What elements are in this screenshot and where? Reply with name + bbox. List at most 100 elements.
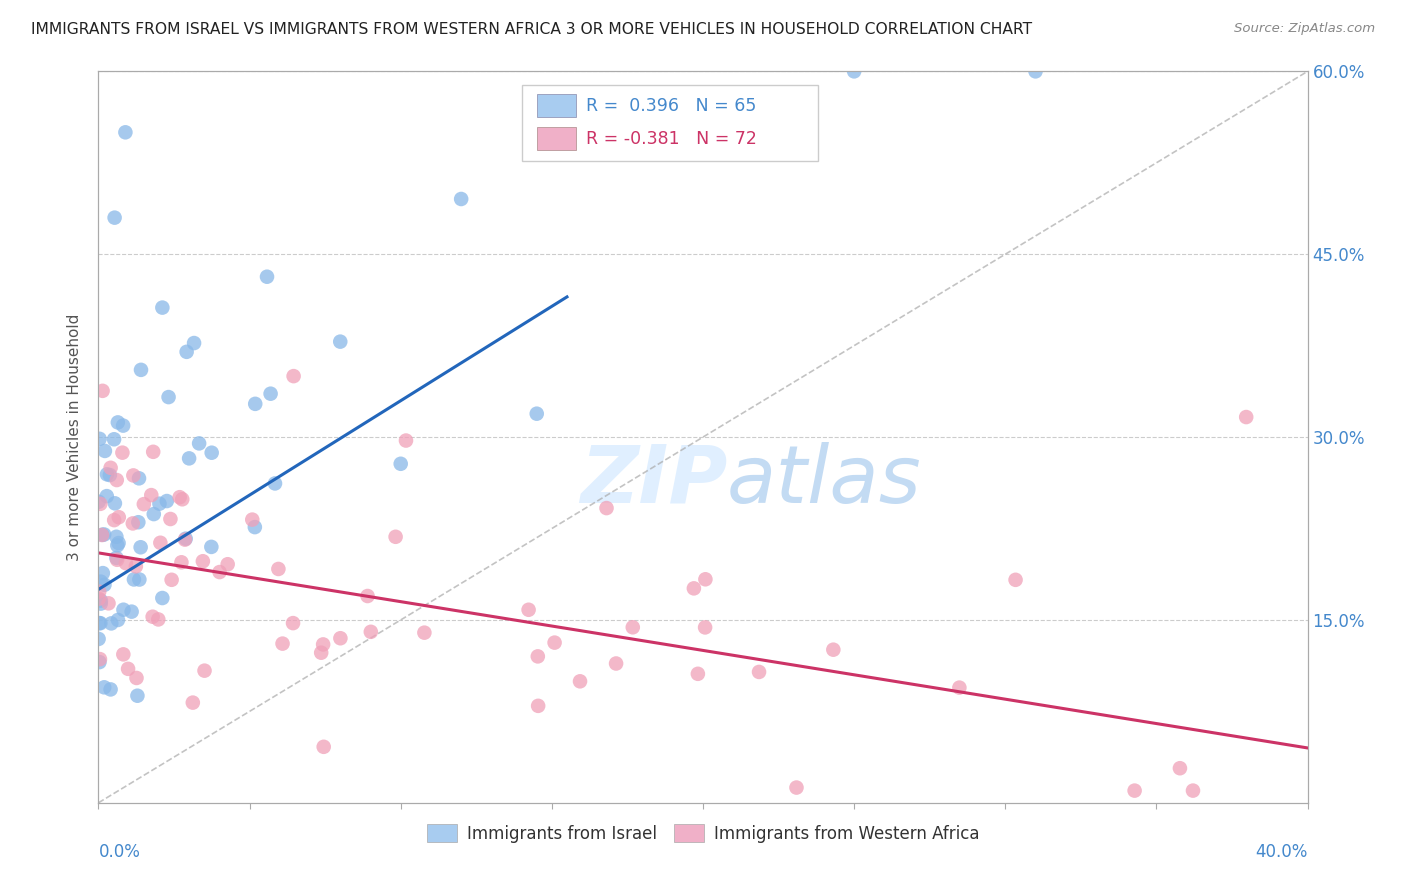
Point bbox=[1024, 64, 1046, 78]
Point bbox=[450, 192, 472, 206]
Point bbox=[243, 520, 266, 534]
Point bbox=[527, 698, 550, 713]
Point bbox=[193, 664, 215, 678]
Text: R =  0.396   N = 65: R = 0.396 N = 65 bbox=[586, 96, 756, 115]
Point bbox=[132, 497, 155, 511]
Point bbox=[148, 612, 170, 626]
Point bbox=[356, 589, 378, 603]
Point bbox=[142, 507, 165, 521]
Point bbox=[948, 681, 970, 695]
Point bbox=[96, 489, 118, 503]
Point bbox=[693, 620, 716, 634]
Point bbox=[1123, 783, 1146, 797]
Point bbox=[111, 445, 134, 459]
Point bbox=[395, 434, 418, 448]
Point bbox=[128, 471, 150, 485]
Point bbox=[1004, 573, 1026, 587]
Point bbox=[844, 64, 866, 78]
Point bbox=[785, 780, 807, 795]
Point bbox=[87, 494, 110, 508]
Point bbox=[200, 540, 222, 554]
Point bbox=[281, 616, 304, 631]
Point bbox=[89, 497, 111, 511]
Point bbox=[90, 597, 112, 611]
Point bbox=[127, 515, 149, 529]
Point bbox=[312, 637, 335, 651]
Point bbox=[271, 637, 294, 651]
Point bbox=[686, 666, 709, 681]
Point bbox=[188, 436, 211, 450]
Y-axis label: 3 or more Vehicles in Household: 3 or more Vehicles in Household bbox=[67, 313, 83, 561]
Point bbox=[240, 513, 263, 527]
Point bbox=[283, 369, 305, 384]
Point bbox=[89, 616, 111, 631]
Point bbox=[129, 541, 152, 555]
Point bbox=[122, 573, 145, 587]
Point bbox=[105, 553, 128, 567]
Point bbox=[117, 662, 139, 676]
Point bbox=[172, 492, 194, 507]
Point bbox=[148, 497, 170, 511]
Point bbox=[1168, 761, 1191, 775]
Point bbox=[160, 573, 183, 587]
Point bbox=[115, 556, 138, 570]
Point bbox=[100, 616, 122, 631]
Point bbox=[107, 536, 129, 550]
Text: R = -0.381   N = 72: R = -0.381 N = 72 bbox=[586, 129, 756, 148]
Point bbox=[360, 624, 382, 639]
Point bbox=[245, 397, 267, 411]
Point bbox=[87, 591, 110, 606]
Point bbox=[91, 384, 114, 398]
Point bbox=[174, 533, 197, 547]
Point bbox=[89, 432, 111, 446]
Point bbox=[264, 476, 287, 491]
Point bbox=[149, 535, 172, 549]
Point bbox=[267, 562, 290, 576]
Point bbox=[105, 550, 128, 565]
Point bbox=[329, 334, 352, 349]
Point bbox=[142, 609, 165, 624]
Point bbox=[309, 646, 332, 660]
Point bbox=[413, 625, 436, 640]
Point bbox=[89, 655, 111, 669]
Point bbox=[93, 681, 115, 695]
Point bbox=[93, 578, 115, 592]
Point bbox=[748, 665, 770, 679]
Point bbox=[159, 512, 181, 526]
Point bbox=[107, 510, 129, 524]
Point bbox=[176, 344, 198, 359]
Point bbox=[128, 573, 150, 587]
Point bbox=[595, 501, 617, 516]
Point bbox=[89, 584, 111, 599]
Point bbox=[125, 559, 148, 574]
Point bbox=[100, 682, 122, 697]
FancyBboxPatch shape bbox=[537, 94, 576, 118]
Point bbox=[112, 603, 135, 617]
Point bbox=[90, 593, 112, 607]
Point bbox=[1234, 410, 1257, 425]
Point bbox=[129, 363, 152, 377]
Point bbox=[107, 613, 129, 627]
Text: Source: ZipAtlas.com: Source: ZipAtlas.com bbox=[1234, 22, 1375, 36]
Text: 0.0%: 0.0% bbox=[98, 843, 141, 861]
Point bbox=[105, 473, 128, 487]
Point bbox=[543, 635, 565, 649]
Point bbox=[150, 591, 173, 605]
Point bbox=[823, 642, 845, 657]
Point bbox=[169, 490, 191, 504]
Point bbox=[100, 460, 122, 475]
Point bbox=[150, 301, 173, 315]
Point bbox=[683, 582, 706, 596]
Point bbox=[96, 467, 118, 482]
Point bbox=[174, 532, 197, 546]
Point bbox=[105, 538, 128, 552]
Point bbox=[208, 565, 231, 579]
Point bbox=[217, 558, 239, 572]
Text: 40.0%: 40.0% bbox=[1256, 843, 1308, 861]
Point bbox=[526, 407, 548, 421]
Text: IMMIGRANTS FROM ISRAEL VS IMMIGRANTS FROM WESTERN AFRICA 3 OR MORE VEHICLES IN H: IMMIGRANTS FROM ISRAEL VS IMMIGRANTS FRO… bbox=[31, 22, 1032, 37]
Point bbox=[94, 444, 117, 458]
Point bbox=[105, 530, 128, 544]
Point bbox=[125, 671, 148, 685]
Point bbox=[384, 530, 406, 544]
